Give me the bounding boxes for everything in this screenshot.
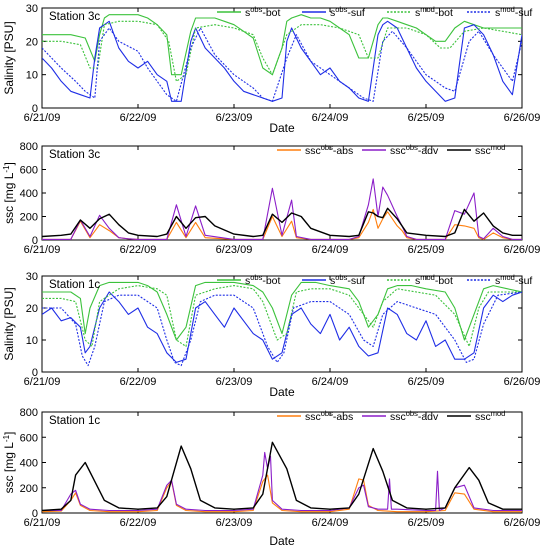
- y-tick-label: 400: [20, 188, 38, 200]
- x-tick-label: 6/25/09: [408, 112, 445, 124]
- y-axis-label: Salinity [PSU]: [2, 21, 16, 94]
- x-tick-label: 6/23/09: [216, 517, 253, 529]
- series-line-sscmod: [42, 441, 522, 512]
- legend-label: sscmod: [475, 409, 505, 423]
- x-tick-label: 6/26/09: [504, 112, 541, 124]
- x-axis-label: Date: [269, 385, 295, 399]
- y-axis-label: ssc [mg L-1]: [2, 432, 16, 494]
- x-tick-label: 6/21/09: [24, 517, 61, 529]
- x-tick-label: 6/25/09: [408, 517, 445, 529]
- series-line-smod-bot: [42, 285, 522, 347]
- station-label: Station 1c: [49, 415, 100, 427]
- legend-label: smod-bot: [415, 273, 453, 287]
- legend-label: sobs-suf: [330, 273, 365, 287]
- x-tick-label: 6/21/09: [24, 376, 61, 388]
- chart-panel-3: 6/21/09 6/22/09 6/23/09 6/24/09 6/25/09 6/26/…: [2, 271, 540, 399]
- station-label: Station 3c: [49, 11, 100, 23]
- legend-label: sobs-bot: [245, 273, 281, 287]
- y-tick-label: 800: [20, 407, 38, 419]
- y-tick-label: 10: [26, 70, 38, 82]
- x-axis-label: Date: [269, 534, 295, 548]
- x-tick-label: 6/25/09: [408, 376, 445, 388]
- y-tick-label: 10: [26, 335, 38, 347]
- x-tick-label: 6/23/09: [216, 376, 253, 388]
- series-line-smod-suf: [42, 291, 522, 367]
- plot-frame: [41, 411, 523, 514]
- y-tick-label: 800: [20, 141, 38, 153]
- plot-frame: [41, 7, 523, 109]
- y-tick-label: 600: [20, 165, 38, 177]
- legend-label: sscobs-abs: [305, 409, 353, 423]
- x-tick-label: 6/25/09: [408, 244, 445, 256]
- y-tick-label: 30: [26, 271, 38, 283]
- legend-label: sscobs-adv: [390, 409, 439, 423]
- x-tick-label: 6/22/09: [120, 112, 157, 124]
- x-tick-label: 6/21/09: [24, 244, 61, 256]
- y-tick-label: 200: [20, 483, 38, 495]
- legend-label: sobs-suf: [330, 5, 365, 19]
- legend-label: sscobs-abs: [305, 143, 353, 157]
- series-line-smod-suf: [42, 27, 522, 102]
- y-tick-label: 0: [32, 235, 38, 247]
- chart-panel-4: 6/21/09 6/22/09 6/23/09 6/24/09 6/25/09 6/26/…: [2, 407, 540, 548]
- x-tick-label: 6/24/09: [312, 376, 349, 388]
- y-tick-label: 200: [20, 212, 38, 224]
- x-tick-label: 6/26/09: [504, 376, 541, 388]
- x-tick-label: 6/22/09: [120, 244, 157, 256]
- x-tick-label: 6/23/09: [216, 244, 253, 256]
- station-label: Station 1c: [49, 279, 100, 291]
- chart-panel-2: 6/21/09 6/22/09 6/23/09 6/24/09 6/25/09 6/26/…: [2, 141, 540, 256]
- y-axis-label: ssc [mg L-1]: [2, 162, 16, 224]
- x-tick-label: 6/24/09: [312, 517, 349, 529]
- series-line-sobs-bot: [42, 14, 522, 76]
- x-tick-label: 6/26/09: [504, 244, 541, 256]
- series-line-sscobs-adv: [42, 178, 522, 240]
- series-line-sscobs-abs: [42, 474, 522, 513]
- plot-frame: [41, 145, 523, 241]
- legend-label: smod-suf: [495, 5, 532, 19]
- y-tick-label: 600: [20, 432, 38, 444]
- x-tick-label: 6/22/09: [120, 517, 157, 529]
- x-axis-label: Date: [269, 121, 295, 135]
- x-tick-label: 6/22/09: [120, 376, 157, 388]
- x-tick-label: 6/26/09: [504, 517, 541, 529]
- series-line-sobs-bot: [42, 281, 522, 341]
- x-tick-label: 6/24/09: [312, 244, 349, 256]
- series-line-smod-bot: [42, 20, 522, 82]
- y-tick-label: 0: [32, 508, 38, 520]
- station-label: Station 3c: [49, 149, 100, 161]
- x-tick-label: 6/24/09: [312, 112, 349, 124]
- y-tick-label: 20: [26, 36, 38, 48]
- y-tick-label: 30: [26, 3, 38, 15]
- series-line-sobs-suf: [42, 20, 522, 102]
- legend-label: sobs-bot: [245, 5, 281, 19]
- x-tick-label: 6/23/09: [216, 112, 253, 124]
- y-tick-label: 20: [26, 303, 38, 315]
- series-line-sscmod: [42, 207, 522, 238]
- legend-label: smod-suf: [495, 273, 532, 287]
- chart-panel-1: 6/21/09 6/22/09 6/23/09 6/24/09 6/25/09 6/26/…: [2, 3, 540, 135]
- legend-label: smod-bot: [415, 5, 453, 19]
- series-line-sscobs-adv: [42, 451, 522, 512]
- y-tick-label: 400: [20, 458, 38, 470]
- legend-label: sscmod: [475, 143, 505, 157]
- y-tick-label: 0: [32, 367, 38, 379]
- plot-frame: [41, 275, 523, 373]
- y-tick-label: 0: [32, 103, 38, 115]
- legend-label: sscobs-adv: [390, 143, 439, 157]
- y-axis-label: Salinity [PSU]: [2, 287, 16, 360]
- x-tick-label: 6/21/09: [24, 112, 61, 124]
